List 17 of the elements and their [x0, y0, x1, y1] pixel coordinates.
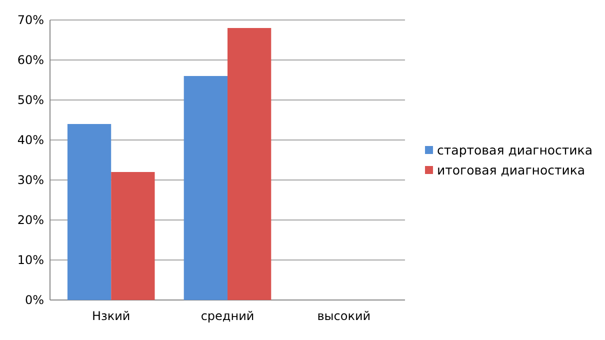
bar [184, 76, 228, 300]
y-tick-label: 20% [17, 213, 44, 228]
x-tick-label: Нзкий [92, 309, 130, 323]
y-tick-label: 40% [17, 133, 44, 148]
legend-label: итоговая диагностика [437, 162, 586, 178]
y-tick-label: 10% [17, 253, 44, 268]
y-tick-label: 30% [17, 173, 44, 188]
y-tick-label: 50% [17, 93, 44, 108]
y-tick-label: 60% [17, 53, 44, 68]
bar [228, 28, 272, 300]
bar [111, 172, 155, 300]
legend-label: стартовая диагностика [437, 142, 592, 158]
y-tick-label: 70% [17, 13, 44, 28]
y-tick-label: 0% [24, 293, 44, 308]
x-tick-label: высокий [317, 309, 371, 323]
bar [67, 124, 112, 300]
x-tick-label: средний [200, 309, 254, 323]
